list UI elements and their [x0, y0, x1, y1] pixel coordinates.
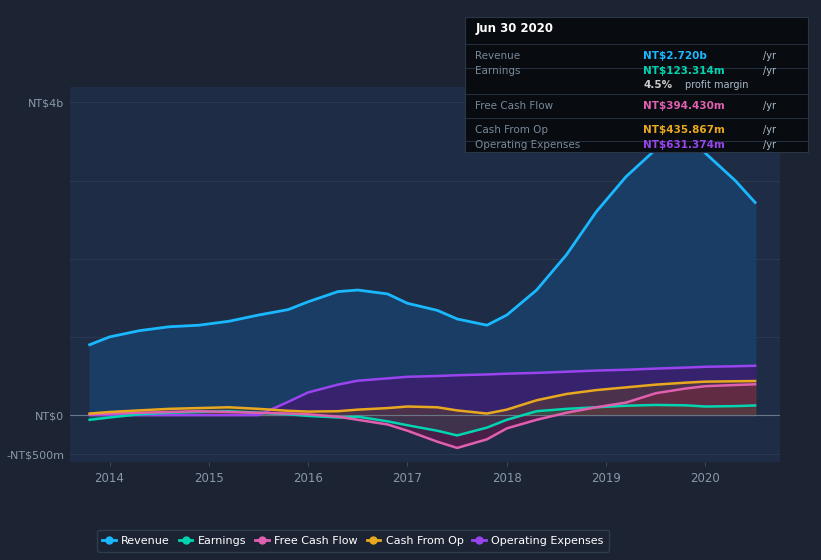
Text: Operating Expenses: Operating Expenses [475, 140, 580, 150]
Text: NT$631.374m: NT$631.374m [644, 140, 725, 150]
Text: NT$2.720b: NT$2.720b [644, 51, 707, 61]
Text: NT$394.430m: NT$394.430m [644, 101, 725, 111]
Text: Revenue: Revenue [475, 51, 521, 61]
Text: NT$123.314m: NT$123.314m [644, 66, 725, 76]
Text: 4.5%: 4.5% [644, 80, 672, 90]
Text: Free Cash Flow: Free Cash Flow [475, 101, 553, 111]
Text: Cash From Op: Cash From Op [475, 125, 548, 135]
Text: /yr: /yr [764, 101, 777, 111]
Text: /yr: /yr [764, 140, 777, 150]
Legend: Revenue, Earnings, Free Cash Flow, Cash From Op, Operating Expenses: Revenue, Earnings, Free Cash Flow, Cash … [97, 530, 609, 552]
Text: /yr: /yr [764, 125, 777, 135]
Text: profit margin: profit margin [685, 80, 748, 90]
Text: NT$435.867m: NT$435.867m [644, 125, 725, 135]
Text: /yr: /yr [764, 51, 777, 61]
Text: Jun 30 2020: Jun 30 2020 [475, 22, 553, 35]
Text: Earnings: Earnings [475, 66, 521, 76]
Text: /yr: /yr [764, 66, 777, 76]
